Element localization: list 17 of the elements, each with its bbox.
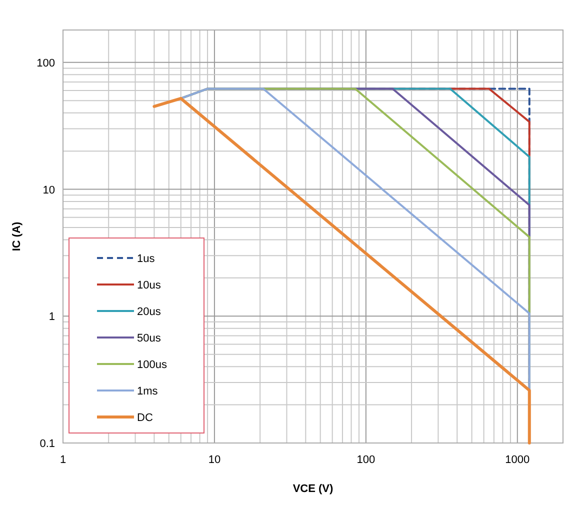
y-tick-label: 10: [42, 184, 55, 196]
y-axis-title: IC (A): [11, 222, 23, 252]
y-tick-label: 0.1: [40, 438, 55, 450]
y-tick-label: 1: [48, 311, 55, 324]
legend-label: 100us: [137, 359, 168, 371]
legend-label: 1us: [137, 253, 156, 265]
legend-label: DC: [137, 412, 153, 424]
y-tick-label: 100: [36, 57, 55, 70]
legend-label: 1ms: [137, 386, 158, 398]
x-tick-label: 1000: [505, 454, 530, 466]
x-tick-label: 100: [356, 454, 376, 466]
x-tick-label: 10: [208, 454, 221, 466]
legend-label: 20us: [137, 306, 162, 318]
legend-label: 10us: [137, 280, 162, 292]
x-axis-title: VCE (V): [292, 483, 334, 495]
legend-label: 50us: [137, 332, 162, 344]
x-tick-label: 1: [60, 454, 66, 466]
